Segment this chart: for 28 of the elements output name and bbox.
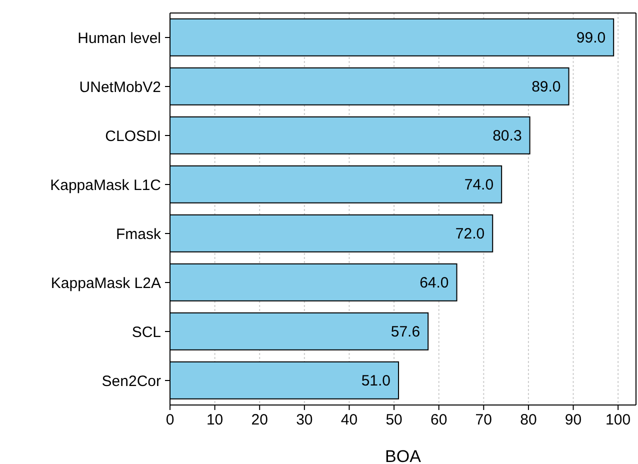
data-label: 57.6 xyxy=(390,324,420,341)
data-label: 99.0 xyxy=(576,30,606,47)
y-tick-label: Sen2Cor xyxy=(102,372,162,390)
y-tick-label: KappaMask L2A xyxy=(50,274,161,292)
y-tick-label: Human level xyxy=(78,30,161,47)
x-tick-label: 70 xyxy=(475,412,492,429)
x-tick-label: 10 xyxy=(206,412,224,429)
y-tick-label: SCL xyxy=(132,324,161,341)
y-tick-label: KappaMask L1C xyxy=(50,176,162,194)
x-tick-label: 50 xyxy=(386,412,402,429)
x-tick-label: 40 xyxy=(340,412,358,429)
x-tick-label: 60 xyxy=(430,412,448,429)
x-tick-label: 90 xyxy=(564,412,582,429)
data-label: 72.0 xyxy=(455,226,485,243)
x-tick-label: 20 xyxy=(251,412,268,429)
y-tick-label: Fmask xyxy=(116,226,162,243)
x-tick-label: 30 xyxy=(296,412,313,429)
data-label: 64.0 xyxy=(420,274,449,292)
x-tick-label: 0 xyxy=(166,412,174,429)
data-label: 51.0 xyxy=(361,372,391,390)
x-tick-label: 100 xyxy=(606,412,631,429)
x-axis-title: BOA xyxy=(385,447,422,464)
data-label: 74.0 xyxy=(464,176,494,194)
y-tick-label: CLOSDI xyxy=(105,128,161,145)
y-tick-label: UNetMobV2 xyxy=(79,78,161,96)
data-label: 80.3 xyxy=(492,128,522,145)
x-tick-label: 80 xyxy=(520,412,537,429)
data-label: 89.0 xyxy=(532,78,561,96)
